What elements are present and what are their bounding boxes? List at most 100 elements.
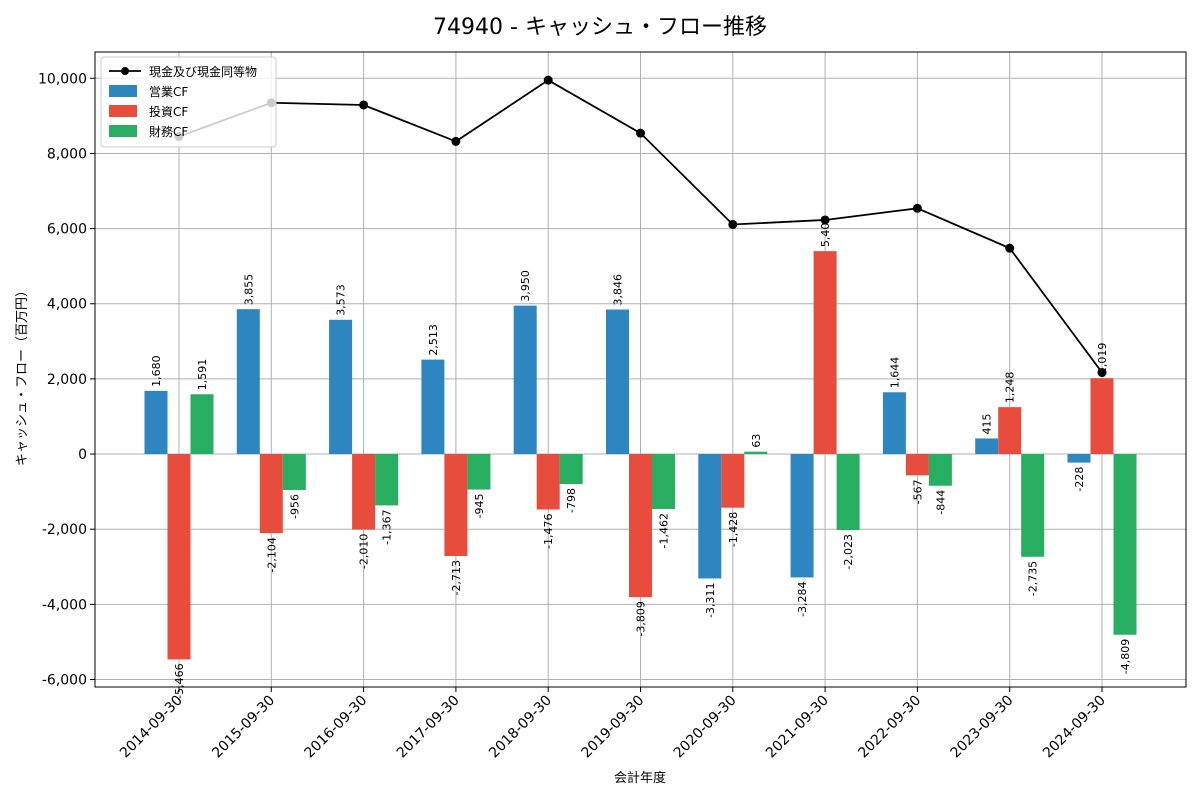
cash-point bbox=[912, 203, 922, 213]
x-tick-label: 2016-09-30 bbox=[302, 693, 371, 762]
x-tick-label: 2022-09-30 bbox=[855, 693, 924, 762]
bar-財務CF-2015-09-30 bbox=[282, 454, 306, 490]
x-tick-label: 2024-09-30 bbox=[1040, 693, 1109, 762]
data-label: -2,010 bbox=[358, 534, 371, 569]
data-label: 3,846 bbox=[612, 274, 625, 306]
y-axis-ticks: -6,000 -4,000 -2,000 0 2,000 4,000 6,000 8,000 1… bbox=[38, 71, 95, 688]
data-label: 1,644 bbox=[888, 357, 901, 389]
y-tick-label: -4,000 bbox=[42, 597, 87, 613]
legend-label: 現金及び現金同等物 bbox=[149, 64, 257, 79]
data-label: -956 bbox=[288, 494, 301, 519]
bar-投資CF-2019-09-30 bbox=[629, 454, 652, 598]
data-label: -2,735 bbox=[1027, 561, 1040, 596]
data-label: 63 bbox=[750, 434, 763, 448]
legend-swatch bbox=[109, 85, 137, 97]
bar-投資CF-2016-09-30 bbox=[352, 454, 376, 530]
data-label: -1,428 bbox=[727, 512, 740, 547]
bars-group bbox=[144, 251, 1137, 660]
bar-営業CF-2022-09-30 bbox=[882, 392, 906, 455]
data-label: -1,476 bbox=[542, 514, 555, 549]
legend-label: 営業CF bbox=[149, 85, 188, 99]
bar-投資CF-2023-09-30 bbox=[998, 407, 1022, 455]
x-tick-label: 2017-09-30 bbox=[394, 693, 463, 762]
bar-営業CF-2016-09-30 bbox=[329, 319, 353, 455]
x-tick-label: 2015-09-30 bbox=[209, 693, 278, 762]
x-tick-label: 2018-09-30 bbox=[486, 693, 555, 762]
data-label: 1,680 bbox=[150, 355, 163, 387]
cash-point bbox=[543, 75, 553, 85]
data-label: -3,809 bbox=[635, 601, 648, 636]
y-tick-label: 6,000 bbox=[47, 222, 87, 238]
bar-営業CF-2024-09-30 bbox=[1067, 454, 1091, 463]
y-tick-label: 2,000 bbox=[47, 372, 87, 388]
x-tick-label: 2020-09-30 bbox=[671, 693, 740, 762]
data-label: 1,591 bbox=[196, 359, 209, 391]
legend-swatch bbox=[109, 125, 137, 137]
cash-point bbox=[728, 219, 738, 229]
cash-point bbox=[359, 100, 369, 110]
legend-marker bbox=[121, 67, 129, 75]
y-tick-label: -2,000 bbox=[42, 522, 87, 538]
data-label: -5,466 bbox=[173, 663, 186, 698]
bar-営業CF-2021-09-30 bbox=[790, 454, 814, 578]
y-tick-label: 4,000 bbox=[47, 297, 87, 313]
bar-財務CF-2014-09-30 bbox=[190, 394, 214, 455]
bar-財務CF-2019-09-30 bbox=[652, 454, 675, 509]
data-label: -4,809 bbox=[1119, 639, 1132, 674]
data-label: -798 bbox=[565, 488, 578, 513]
data-label: -1,367 bbox=[381, 509, 394, 544]
chart-title: 74940 - キャッシュ・フロー推移 bbox=[433, 15, 767, 40]
data-labels-group: 1,680 3,855 3,573 2,513 3,950 3,846 -3,311 -3,2… bbox=[150, 216, 1132, 699]
bar-財務CF-2020-09-30 bbox=[744, 451, 768, 455]
bar-投資CF-2017-09-30 bbox=[444, 454, 468, 556]
cash-point bbox=[636, 128, 645, 138]
bar-投資CF-2020-09-30 bbox=[721, 454, 745, 508]
x-tick-label: 2014-09-30 bbox=[117, 693, 186, 762]
y-tick-label: -6,000 bbox=[42, 672, 87, 688]
bar-営業CF-2023-09-30 bbox=[975, 438, 999, 455]
data-label: 5,400 bbox=[819, 216, 832, 248]
legend-label: 財務CF bbox=[149, 124, 188, 139]
bar-投資CF-2024-09-30 bbox=[1090, 378, 1114, 455]
data-label: -2,023 bbox=[842, 534, 855, 569]
data-label: 2,019 bbox=[1096, 343, 1109, 375]
data-label: 3,950 bbox=[519, 270, 532, 302]
legend-swatch bbox=[109, 105, 137, 117]
x-tick-label: 2019-09-30 bbox=[578, 693, 647, 762]
bar-投資CF-2014-09-30 bbox=[167, 454, 191, 660]
bar-投資CF-2018-09-30 bbox=[536, 454, 560, 510]
bar-財務CF-2022-09-30 bbox=[928, 454, 952, 486]
data-label: -228 bbox=[1073, 467, 1086, 492]
data-label: -3,284 bbox=[796, 581, 809, 616]
x-axis-label: 会計年度 bbox=[614, 770, 666, 786]
bar-財務CF-2023-09-30 bbox=[1021, 454, 1045, 557]
y-tick-label: 0 bbox=[78, 447, 87, 463]
data-label: 3,573 bbox=[335, 284, 348, 316]
bar-財務CF-2018-09-30 bbox=[559, 454, 583, 485]
bar-財務CF-2016-09-30 bbox=[375, 454, 399, 506]
cash-point bbox=[1097, 368, 1107, 378]
y-axis-label: キャッシュ・フロー（百万円） bbox=[15, 284, 30, 466]
x-axis-ticks: 2014-09-30 2015-09-30 2016-09-30 2017-09-30… bbox=[117, 687, 1109, 761]
data-label: 1,248 bbox=[1004, 372, 1017, 404]
bar-営業CF-2018-09-30 bbox=[513, 305, 537, 455]
data-label: -844 bbox=[934, 490, 947, 515]
grid-lines bbox=[95, 52, 1186, 687]
bar-投資CF-2022-09-30 bbox=[905, 454, 929, 476]
bar-投資CF-2021-09-30 bbox=[813, 251, 837, 455]
y-tick-label: 10,000 bbox=[38, 71, 87, 87]
data-label: -1,462 bbox=[658, 513, 671, 548]
bar-営業CF-2014-09-30 bbox=[144, 390, 168, 455]
bar-営業CF-2015-09-30 bbox=[236, 309, 260, 455]
cash-point bbox=[451, 136, 461, 146]
data-label: 415 bbox=[981, 413, 994, 434]
x-tick-label: 2023-09-30 bbox=[948, 693, 1017, 762]
bar-財務CF-2017-09-30 bbox=[467, 454, 491, 490]
data-label: 3,855 bbox=[242, 274, 255, 306]
bar-営業CF-2017-09-30 bbox=[421, 359, 445, 455]
bar-財務CF-2021-09-30 bbox=[836, 454, 860, 531]
cash-point bbox=[820, 215, 830, 225]
data-label: -567 bbox=[911, 479, 924, 504]
